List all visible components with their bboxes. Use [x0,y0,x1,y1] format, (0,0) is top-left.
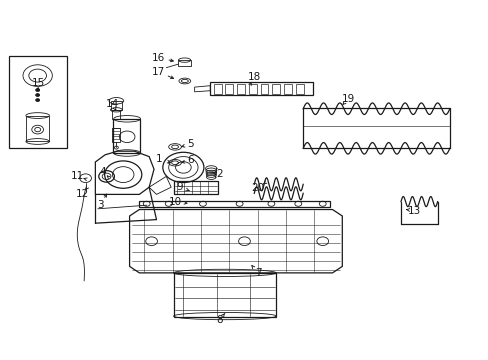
Text: 14: 14 [105,99,119,109]
Bar [173,181,217,194]
Text: 13: 13 [407,206,421,216]
Text: 10: 10 [168,197,181,207]
Text: 19: 19 [341,94,354,104]
Bar [178,60,190,66]
Text: 15: 15 [31,78,45,88]
Bar [110,101,122,110]
Text: 4: 4 [99,167,106,177]
Text: 11: 11 [70,171,84,181]
Text: 16: 16 [152,53,165,63]
Bar [139,201,329,207]
Text: 7: 7 [254,268,261,278]
Text: 8: 8 [215,315,222,325]
Text: 18: 18 [247,72,261,82]
Bar [260,84,268,94]
Text: 9: 9 [176,182,183,192]
Bar [284,84,291,94]
Text: 2: 2 [216,168,223,179]
Text: 3: 3 [97,200,103,210]
Bar [225,84,233,94]
Circle shape [36,94,40,96]
Text: 5: 5 [187,139,194,149]
Bar [26,116,49,141]
Bar [112,110,120,119]
Text: 6: 6 [187,155,194,165]
Circle shape [36,99,40,102]
Bar [248,84,256,94]
Text: 17: 17 [152,67,165,77]
Bar [210,82,312,95]
Circle shape [36,89,40,91]
Text: 12: 12 [75,189,89,199]
Bar [237,84,244,94]
Bar [113,119,140,153]
Bar [112,128,120,142]
Text: 20: 20 [251,183,264,193]
Text: 1: 1 [155,154,162,164]
Bar [173,273,276,317]
Bar [213,84,221,94]
Bar [9,56,66,148]
Bar [295,84,303,94]
Bar [272,84,280,94]
